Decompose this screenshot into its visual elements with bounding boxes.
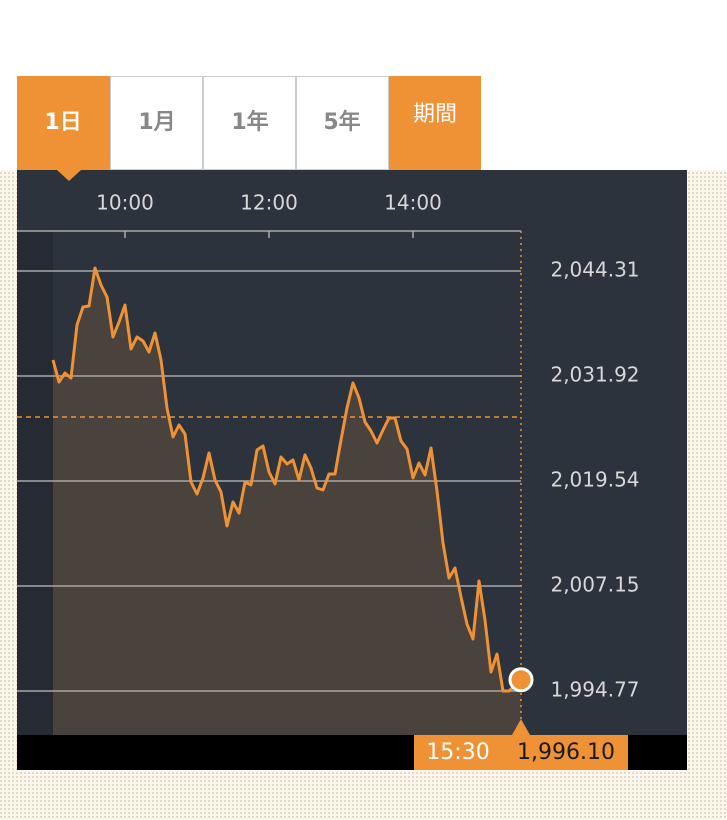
tab[interactable] bbox=[17, 76, 110, 170]
cursor-time: 15:30 bbox=[426, 740, 489, 765]
y-tick-label: 2,044.31 bbox=[550, 258, 639, 282]
line bbox=[51, 266, 523, 693]
last-point bbox=[508, 667, 534, 693]
tab-label[interactable]: 1年 bbox=[231, 109, 268, 135]
y-tick-label: 2,019.54 bbox=[550, 468, 639, 492]
x-tick-label: 12:00 bbox=[240, 191, 298, 215]
tab-pointer bbox=[57, 170, 81, 181]
cursor-value: 1,996.10 bbox=[517, 740, 615, 765]
tab[interactable] bbox=[296, 76, 389, 170]
tab[interactable] bbox=[203, 76, 296, 170]
pre-open-shade bbox=[17, 231, 53, 735]
cursor-pointer bbox=[512, 719, 530, 735]
tabs: 1日 1月 1年 5年 期間 bbox=[17, 76, 481, 170]
tab-label[interactable]: 1月 bbox=[138, 110, 175, 135]
x-tick-label: 14:00 bbox=[384, 191, 442, 215]
area bbox=[53, 268, 521, 735]
cursor-box bbox=[414, 735, 628, 770]
tab[interactable] bbox=[110, 76, 203, 170]
y-tick-label: 2,007.15 bbox=[550, 573, 639, 597]
tab[interactable] bbox=[389, 76, 481, 170]
x-tick-label: 10:00 bbox=[96, 191, 154, 215]
tab-label[interactable]: 5年 bbox=[323, 109, 360, 135]
tab-label[interactable]: 1日 bbox=[44, 110, 81, 135]
y-tick-label: 1,994.77 bbox=[550, 678, 639, 702]
y-tick-label: 2,031.92 bbox=[550, 363, 639, 387]
tab-label[interactable]: 期間 bbox=[413, 102, 457, 127]
